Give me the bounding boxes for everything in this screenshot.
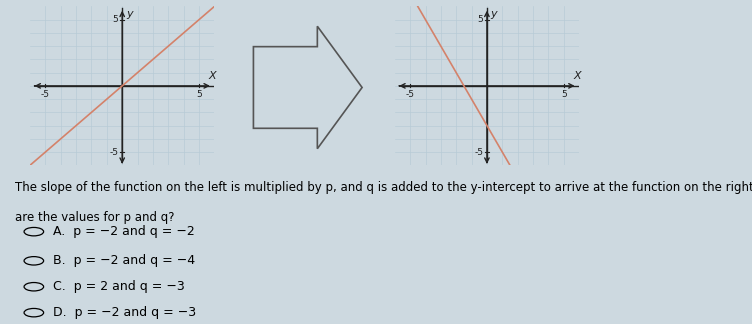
Text: 5: 5 [561, 90, 566, 99]
Text: D.  p = −2 and q = −3: D. p = −2 and q = −3 [53, 306, 196, 319]
Text: 5: 5 [478, 15, 483, 24]
Text: are the values for p and q?: are the values for p and q? [15, 211, 174, 224]
Text: y: y [491, 9, 497, 19]
Text: -5: -5 [109, 147, 118, 156]
Text: y: y [126, 9, 132, 19]
Text: 5: 5 [196, 90, 202, 99]
Text: C.  p = 2 and q = −3: C. p = 2 and q = −3 [53, 280, 184, 293]
Text: The slope of the function on the left is multiplied by p, and q is added to the : The slope of the function on the left is… [15, 181, 752, 194]
Text: -5: -5 [41, 90, 50, 99]
Text: -5: -5 [405, 90, 414, 99]
Text: A.  p = −2 and q = −2: A. p = −2 and q = −2 [53, 225, 194, 238]
Text: X: X [574, 71, 581, 81]
Text: B.  p = −2 and q = −4: B. p = −2 and q = −4 [53, 254, 195, 267]
Text: X: X [209, 71, 217, 81]
Text: -5: -5 [474, 147, 483, 156]
Text: 5: 5 [113, 15, 118, 24]
